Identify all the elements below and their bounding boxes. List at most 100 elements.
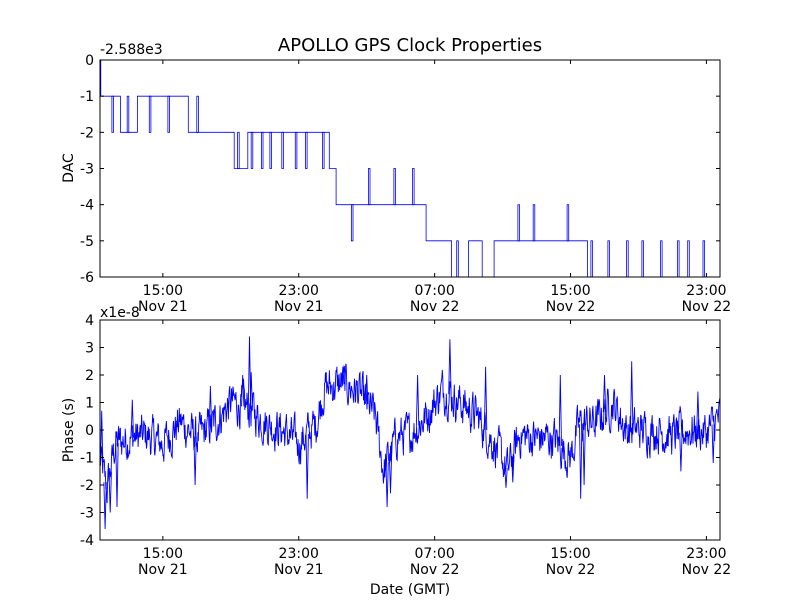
y-tick-label: 4	[85, 313, 94, 329]
phase-peak	[115, 443, 119, 508]
dac-spike	[126, 95, 130, 133]
phase-peak	[365, 374, 369, 404]
dac-spike	[305, 131, 308, 169]
dac-spike	[196, 95, 199, 133]
y-tick-label: -4	[80, 533, 94, 549]
x-tick-time-label: 07:00	[414, 283, 454, 299]
y-tick-label: -4	[80, 198, 94, 214]
y-tick-label: 0	[85, 53, 94, 69]
y-tick-label: -5	[80, 234, 94, 250]
phase-peak	[388, 453, 393, 494]
x-tick-date-label: Nov 21	[274, 562, 324, 578]
dac-offset-text: -2.588e3	[100, 42, 163, 58]
phase-peak	[483, 366, 488, 431]
phase-peak	[130, 399, 134, 438]
dac-spike	[350, 204, 354, 242]
phase-peak	[385, 462, 389, 508]
x-tick-date-label: Nov 22	[410, 299, 460, 315]
phase-peak	[630, 361, 634, 431]
x-tick-time-label: 07:00	[414, 546, 454, 562]
phase-peak	[582, 423, 586, 486]
dac-spike	[517, 204, 520, 242]
phase-peak	[448, 339, 452, 395]
y-tick-label: -1	[80, 451, 94, 467]
dac-spike	[322, 131, 325, 169]
x-tick-time-label: 23:00	[279, 546, 319, 562]
x-tick-time-label: 15:00	[143, 546, 183, 562]
x-tick-date-label: Nov 22	[682, 562, 732, 578]
dac-spike	[412, 168, 415, 206]
y-tick-label: -2	[80, 125, 94, 141]
dac-spike	[250, 131, 254, 169]
dac-spike	[167, 95, 170, 133]
phase-series	[99, 336, 721, 530]
x-tick-date-label: Nov 21	[138, 562, 188, 578]
phase-peak	[415, 374, 420, 426]
phase-x-axis-label: Date (GMT)	[370, 582, 450, 598]
phase-peak	[241, 374, 245, 407]
dac-step-line	[100, 59, 720, 278]
x-tick-date-label: Nov 21	[138, 299, 188, 315]
phase-peak	[103, 482, 107, 530]
dac-spike	[111, 95, 114, 133]
phase-peak	[504, 467, 508, 488]
y-tick-label: -1	[80, 89, 94, 105]
phase-peak	[193, 436, 197, 486]
dac-y-axis-label: DAC	[61, 153, 77, 183]
phase-y-axis-label: Phase (s)	[61, 398, 77, 462]
dac-axes-frame	[99, 59, 721, 278]
y-tick-label: -3	[80, 162, 94, 178]
y-tick-label: 0	[85, 423, 94, 439]
x-tick-time-label: 15:00	[143, 283, 183, 299]
dac-spike	[148, 95, 152, 133]
phase-axes-frame	[99, 319, 721, 541]
x-tick-time-label: 15:00	[550, 283, 590, 299]
y-tick-label: -6	[80, 270, 94, 286]
phase-peak	[679, 432, 683, 472]
phase-peak	[602, 374, 607, 413]
x-tick-time-label: 23:00	[686, 546, 726, 562]
phase-peak	[249, 372, 253, 411]
phase-peak	[579, 424, 583, 499]
dac-spike	[237, 131, 240, 169]
dac-spike	[566, 204, 570, 242]
phase-peak	[305, 434, 309, 499]
x-tick-time-label: 15:00	[550, 546, 590, 562]
dac-spike	[532, 204, 536, 242]
phase-peak	[558, 374, 562, 446]
dac-spike	[269, 131, 272, 169]
y-tick-label: 2	[85, 368, 94, 384]
phase-peak	[696, 391, 700, 432]
phase-offset-text: x1e-8	[100, 305, 140, 321]
x-tick-date-label: Nov 22	[546, 299, 596, 315]
phase-noise-line	[99, 363, 721, 504]
phase-peak	[247, 336, 252, 410]
x-tick-time-label: 23:00	[279, 283, 319, 299]
x-tick-date-label: Nov 22	[682, 299, 732, 315]
y-tick-label: 3	[85, 341, 94, 357]
dac-spike	[281, 131, 284, 169]
phase-peak	[108, 471, 112, 513]
x-tick-date-label: Nov 21	[274, 299, 324, 315]
y-tick-label: -2	[80, 478, 94, 494]
phase-chart: x1e-8 Phase (s) Date (GMT) 4 3 2 1 0 -1 -2 -3 -4…	[61, 305, 731, 598]
phase-peak	[711, 424, 715, 464]
phase-peak	[100, 410, 104, 466]
phase-peak	[208, 385, 213, 428]
x-tick-date-label: Nov 22	[410, 562, 460, 578]
chart-title: APOLLO GPS Clock Properties	[278, 35, 542, 56]
dac-spike	[393, 168, 396, 206]
y-tick-label: -3	[80, 506, 94, 522]
dac-spike	[260, 131, 264, 169]
x-tick-date-label: Nov 22	[546, 562, 596, 578]
dac-spike	[294, 131, 298, 169]
phase-peak	[511, 455, 515, 483]
dac-spike	[367, 168, 371, 206]
phase-peak	[341, 366, 345, 385]
x-tick-time-label: 23:00	[686, 283, 726, 299]
